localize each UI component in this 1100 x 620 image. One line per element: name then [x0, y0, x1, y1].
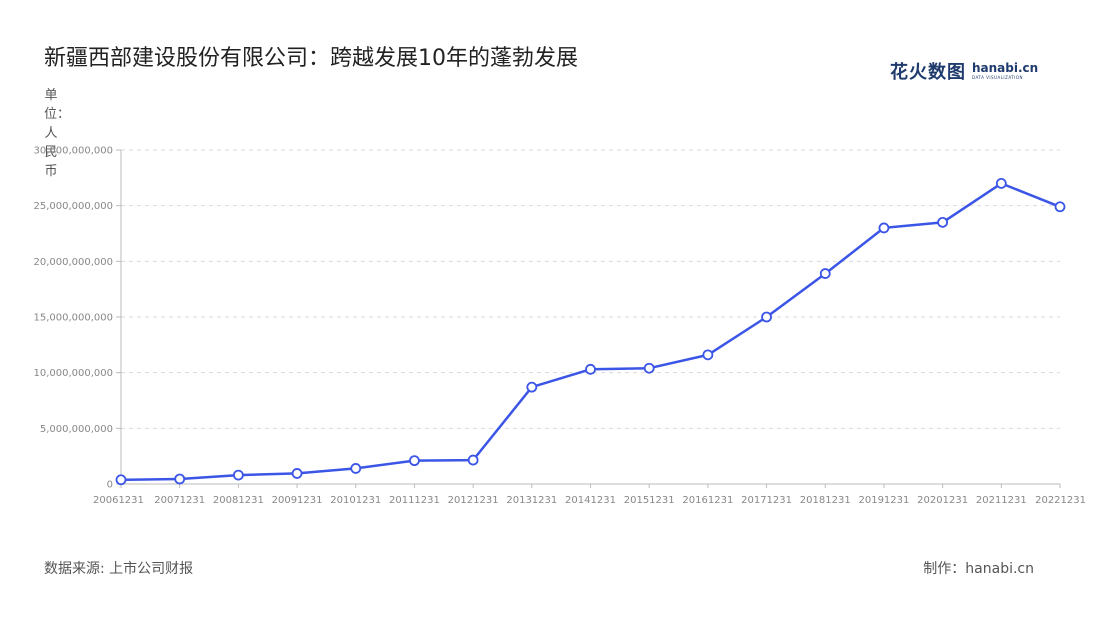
x-tick-label: 20161231: [682, 495, 733, 506]
data-point[interactable]: [878, 222, 890, 234]
brand-logo-en-main: hanabi.cn: [972, 61, 1039, 75]
data-point[interactable]: [643, 362, 655, 374]
y-axis-ticks: 0 5,000,000,000 10,000,000,000 15,000,000,0…: [33, 146, 121, 491]
series-line: [119, 182, 1062, 482]
series-points: [115, 177, 1066, 486]
data-point[interactable]: [761, 311, 772, 323]
data-point[interactable]: [526, 381, 538, 393]
y-tick-label: 20,000,000,000: [33, 257, 113, 268]
data-point[interactable]: [995, 177, 1007, 189]
brand-logo: 花火数图 hanabi.cn DATA VISUALIZATION: [890, 58, 1038, 84]
x-tick-label: 20101231: [330, 495, 381, 506]
y-tick-label: 5,000,000,000: [40, 424, 113, 435]
data-point[interactable]: [467, 454, 479, 466]
credit-note: 制作：hanabi.cn: [923, 561, 1034, 577]
y-tick-label: 25,000,000,000: [33, 201, 113, 212]
x-axis-ticks: 20061231 20071231 20081231 20091231 20101231…: [93, 484, 1086, 506]
x-tick-label: 20121231: [448, 495, 499, 506]
brand-logo-en: hanabi.cn DATA VISUALIZATION: [972, 62, 1038, 80]
x-tick-label: 20081231: [213, 495, 264, 506]
data-point[interactable]: [585, 363, 596, 375]
y-tick-label: 0: [107, 480, 113, 491]
x-tick-label: 20151231: [624, 495, 675, 506]
series-revenue: [119, 182, 1062, 482]
data-point[interactable]: [115, 474, 127, 486]
x-tick-label: 20061231: [93, 495, 144, 506]
x-tick-label: 20071231: [154, 495, 205, 506]
y-tick-label: 30,000,000,000: [33, 146, 113, 157]
data-point[interactable]: [291, 468, 303, 479]
data-point[interactable]: [409, 455, 420, 467]
data-point[interactable]: [350, 463, 362, 474]
x-tick-label: 20211231: [976, 495, 1027, 506]
x-tick-label: 20131231: [506, 495, 557, 506]
data-point[interactable]: [937, 216, 949, 228]
data-source-note: 数据来源: 上市公司财报: [44, 561, 194, 577]
x-tick-label: 20111231: [389, 495, 440, 506]
x-tick-label: 20191231: [858, 495, 909, 506]
brand-logo-cn: 花火数图: [890, 62, 966, 83]
y-tick-label: 10,000,000,000: [33, 368, 113, 379]
axes: [120, 150, 1060, 485]
y-tick-label: 15,000,000,000: [33, 313, 113, 324]
x-tick-label: 20201231: [917, 495, 968, 506]
data-point[interactable]: [819, 268, 831, 279]
data-point[interactable]: [174, 473, 186, 485]
brand-logo-en-sub: DATA VISUALIZATION: [972, 75, 1024, 80]
grid-lines: [121, 149, 1060, 429]
data-point[interactable]: [702, 349, 714, 361]
x-tick-label: 20181231: [800, 495, 851, 506]
x-tick-label: 20171231: [741, 495, 792, 506]
x-tick-label: 20091231: [272, 495, 323, 506]
x-tick-label: 20221231: [1035, 495, 1086, 506]
data-point[interactable]: [1054, 201, 1066, 213]
x-tick-label: 20141231: [565, 495, 616, 506]
data-point[interactable]: [232, 469, 244, 481]
chart-title: 新疆西部建设股份有限公司：跨越发展10年的蓬勃发展: [44, 46, 578, 71]
